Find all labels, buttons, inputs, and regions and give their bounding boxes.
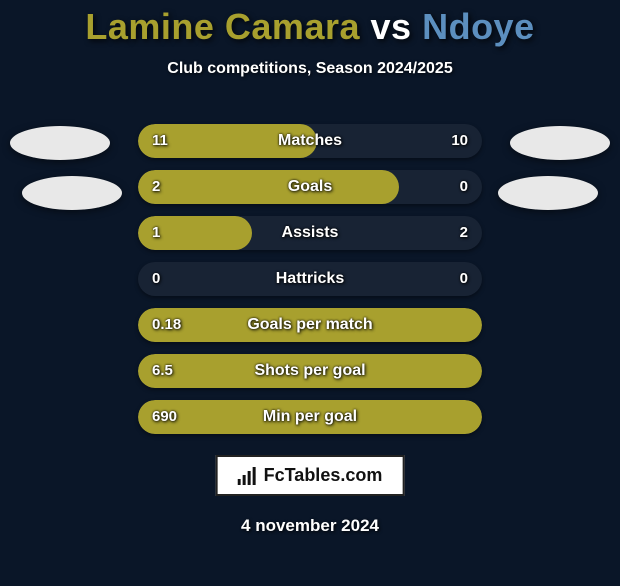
stat-right-value: 10 xyxy=(451,124,468,158)
stat-bar: 690Min per goal xyxy=(138,400,482,434)
stat-label: Hattricks xyxy=(138,262,482,296)
player-1-badge-top xyxy=(10,126,110,160)
bar-chart-icon xyxy=(238,467,258,485)
stat-label: Goals per match xyxy=(138,308,482,342)
player-1-badge-bottom xyxy=(22,176,122,210)
stat-bar: 0Hattricks0 xyxy=(138,262,482,296)
brand-text: FcTables.com xyxy=(264,465,383,486)
stat-label: Shots per goal xyxy=(138,354,482,388)
date-text: 4 november 2024 xyxy=(0,516,620,536)
stat-label: Matches xyxy=(138,124,482,158)
page-title: Lamine Camara vs Ndoye xyxy=(0,6,620,48)
stat-bar: 0.18Goals per match xyxy=(138,308,482,342)
player-2-badge-top xyxy=(510,126,610,160)
stats-bars: 11Matches102Goals01Assists20Hattricks00.… xyxy=(138,124,482,446)
stat-bar: 11Matches10 xyxy=(138,124,482,158)
stat-right-value: 0 xyxy=(460,262,468,296)
subtitle: Club competitions, Season 2024/2025 xyxy=(0,60,620,78)
stat-bar: 1Assists2 xyxy=(138,216,482,250)
stat-label: Goals xyxy=(138,170,482,204)
player-2-name: Ndoye xyxy=(422,6,535,47)
brand-box: FcTables.com xyxy=(216,455,405,496)
player-2-badge-bottom xyxy=(498,176,598,210)
stat-right-value: 0 xyxy=(460,170,468,204)
vs-text: vs xyxy=(371,6,412,47)
stat-label: Min per goal xyxy=(138,400,482,434)
stat-right-value: 2 xyxy=(460,216,468,250)
player-1-name: Lamine Camara xyxy=(85,6,360,47)
stat-bar: 2Goals0 xyxy=(138,170,482,204)
stat-label: Assists xyxy=(138,216,482,250)
stat-bar: 6.5Shots per goal xyxy=(138,354,482,388)
